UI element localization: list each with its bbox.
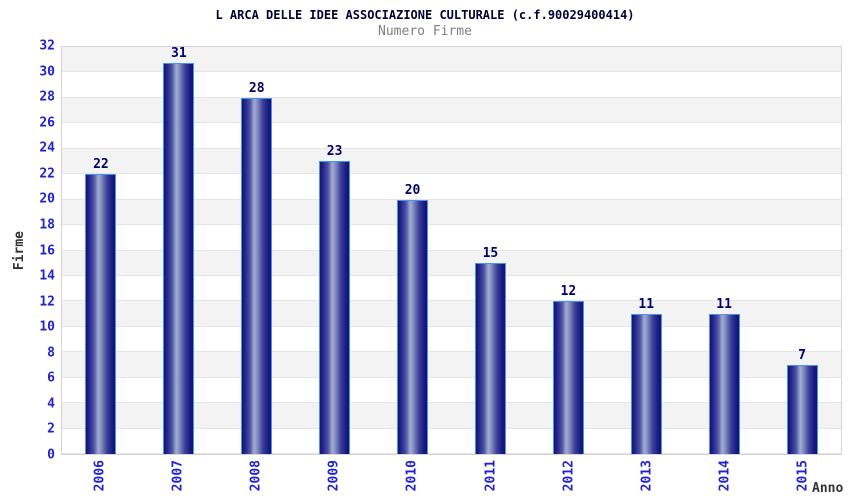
bar-value-label: 20 xyxy=(404,182,421,198)
y-axis-tick-label: 2 xyxy=(47,421,55,437)
bar xyxy=(241,97,273,454)
y-axis-tick-label: 26 xyxy=(39,115,55,131)
bar-column: 11 xyxy=(685,47,763,454)
x-axis-tick-label: 2013 xyxy=(639,460,655,492)
bar xyxy=(786,364,818,454)
y-axis-ticks: 0 2 4 6 8 10 12 14 16 18 20 22 24 26 28 30 32 xyxy=(0,39,55,463)
bar xyxy=(708,314,740,454)
y-axis-tick-label: 28 xyxy=(39,89,55,105)
bar-value-label: 31 xyxy=(171,46,187,61)
x-axis-tick-label: 2014 xyxy=(717,460,733,492)
bar-value-label: 11 xyxy=(638,297,655,313)
bar-value-label: 23 xyxy=(326,144,343,160)
bar-column: 31 xyxy=(140,47,218,454)
chart-title: L ARCA DELLE IDEE ASSOCIAZIONE CULTURALE… xyxy=(215,8,635,22)
x-axis-title: Anno xyxy=(812,481,844,496)
y-axis-tick-label: 32 xyxy=(39,38,55,54)
bar-column: 22 xyxy=(62,47,140,454)
x-axis-tick-label: 2007 xyxy=(170,460,186,492)
bar-value-label: 28 xyxy=(248,80,265,96)
y-axis-tick-label: 24 xyxy=(39,140,55,156)
y-axis-tick-label: 8 xyxy=(47,345,55,361)
bar xyxy=(397,199,429,454)
bar-column: 15 xyxy=(452,47,530,454)
bar xyxy=(552,301,584,454)
chart-subtitle: Numero Firme xyxy=(378,24,472,39)
bar-column: 23 xyxy=(296,47,374,454)
y-axis-tick-label: 18 xyxy=(39,217,55,233)
bar-column: 28 xyxy=(218,47,296,454)
bar xyxy=(85,174,117,454)
x-axis-tick-label: 2012 xyxy=(561,460,577,492)
y-axis-tick-label: 6 xyxy=(47,370,55,386)
bar xyxy=(163,63,195,454)
y-axis-tick-label: 14 xyxy=(39,268,55,284)
plot-area: 22 31 28 23 20 15 12 11 11 7 xyxy=(61,46,842,455)
y-axis-tick-label: 16 xyxy=(39,243,55,258)
bar-column: 12 xyxy=(529,47,607,454)
y-axis-tick-label: 4 xyxy=(47,396,55,412)
x-axis-tick-label: 2011 xyxy=(483,460,499,492)
bar-column: 20 xyxy=(374,47,452,454)
bar-column: 7 xyxy=(763,47,841,454)
bar xyxy=(474,263,506,454)
x-axis-tick-label: 2010 xyxy=(404,460,420,492)
y-axis-tick-label: 30 xyxy=(39,64,55,80)
bar-value-label: 22 xyxy=(93,157,109,173)
bar xyxy=(630,314,662,454)
bar-value-label: 15 xyxy=(482,246,499,262)
y-axis-tick-label: 0 xyxy=(47,447,55,463)
y-axis-tick-label: 10 xyxy=(39,319,55,335)
x-axis-tick-label: 2009 xyxy=(326,460,342,492)
bar-value-label: 11 xyxy=(716,297,732,313)
bar xyxy=(319,161,351,454)
y-axis-tick-label: 20 xyxy=(39,191,55,207)
x-axis-tick-label: 2006 xyxy=(92,460,108,492)
x-axis-tick-label: 2015 xyxy=(795,460,811,492)
bar-value-label: 12 xyxy=(560,284,577,300)
x-axis-tick-label: 2008 xyxy=(248,460,264,492)
y-axis-tick-label: 22 xyxy=(39,166,55,182)
y-axis-tick-label: 12 xyxy=(39,294,55,310)
x-axis-ticks: 2006 2007 2008 2009 2010 2011 2012 2013 2014 2015 xyxy=(61,460,842,500)
bar-column: 11 xyxy=(607,47,685,454)
bar-value-label: 7 xyxy=(798,347,806,363)
